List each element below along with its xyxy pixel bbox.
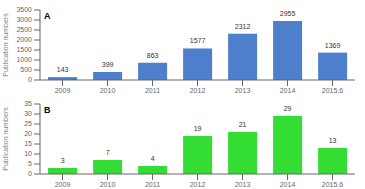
svg-text:4: 4	[151, 155, 155, 162]
svg-text:15: 15	[24, 140, 32, 147]
svg-text:2009: 2009	[55, 87, 71, 94]
svg-text:1500: 1500	[16, 46, 32, 53]
svg-text:Publication numbers: Publication numbers	[8, 13, 9, 77]
svg-text:5: 5	[28, 160, 32, 167]
svg-text:10: 10	[24, 150, 32, 157]
svg-text:2013: 2013	[235, 87, 251, 94]
svg-text:29: 29	[284, 105, 292, 112]
svg-text:21: 21	[239, 121, 247, 128]
svg-text:3000: 3000	[16, 16, 32, 23]
svg-text:30: 30	[24, 110, 32, 117]
svg-text:2011: 2011	[145, 181, 160, 188]
svg-text:2012: 2012	[190, 87, 206, 94]
svg-text:Publication numbers: Publication numbers	[8, 107, 9, 171]
svg-text:2015.6: 2015.6	[322, 181, 344, 188]
svg-text:863: 863	[147, 52, 159, 59]
svg-text:399: 399	[102, 61, 114, 68]
svg-text:2012: 2012	[190, 181, 206, 188]
svg-text:2955: 2955	[280, 10, 296, 17]
svg-text:2009: 2009	[55, 181, 71, 188]
svg-text:2500: 2500	[16, 26, 32, 33]
svg-text:2312: 2312	[235, 23, 251, 30]
svg-text:20: 20	[24, 130, 32, 137]
svg-text:2000: 2000	[16, 36, 32, 43]
svg-text:2010: 2010	[100, 181, 116, 188]
svg-text:7: 7	[106, 149, 110, 156]
svg-text:2010: 2010	[100, 87, 116, 94]
svg-text:2013: 2013	[235, 181, 251, 188]
svg-text:0: 0	[28, 170, 32, 177]
svg-text:1577: 1577	[190, 37, 206, 44]
svg-text:3: 3	[61, 157, 65, 164]
svg-text:143: 143	[57, 66, 69, 73]
svg-text:2014: 2014	[280, 181, 296, 188]
svg-text:25: 25	[24, 120, 32, 127]
svg-text:19: 19	[194, 125, 202, 132]
svg-text:13: 13	[329, 137, 337, 144]
svg-text:2015.6: 2015.6	[322, 87, 344, 94]
html-text:B: B	[44, 105, 51, 115]
html-text:A: A	[44, 11, 51, 21]
svg-text:3500: 3500	[16, 6, 32, 13]
svg-text:1369: 1369	[325, 42, 341, 49]
svg-text:500: 500	[20, 66, 32, 73]
svg-text:35: 35	[24, 100, 32, 107]
svg-text:0: 0	[28, 76, 32, 83]
svg-text:1000: 1000	[16, 56, 32, 63]
svg-text:2011: 2011	[145, 87, 160, 94]
svg-text:2014: 2014	[280, 87, 296, 94]
